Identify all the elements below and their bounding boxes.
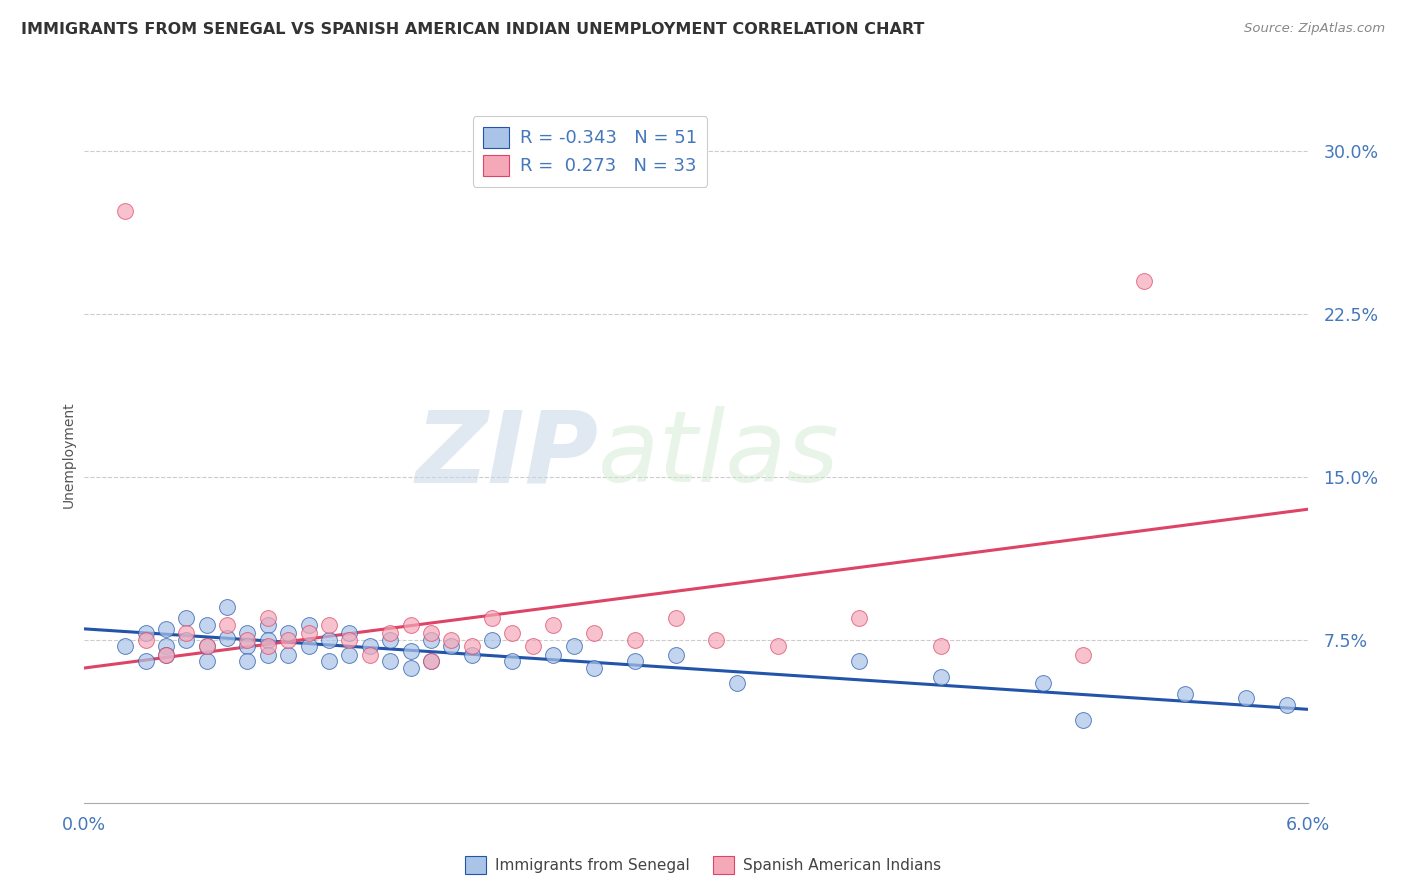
- Point: [766, 639, 789, 653]
- Point: [624, 655, 647, 669]
- Point: [277, 648, 299, 662]
- Point: [359, 648, 381, 662]
- Point: [583, 661, 606, 675]
- Point: [461, 639, 484, 653]
- Point: [1174, 687, 1197, 701]
- Point: [420, 632, 443, 647]
- Point: [665, 648, 688, 662]
- Point: [562, 639, 585, 653]
- Point: [298, 617, 321, 632]
- Point: [502, 626, 524, 640]
- Point: [380, 632, 402, 647]
- Point: [399, 643, 422, 657]
- Point: [236, 655, 259, 669]
- Point: [848, 611, 870, 625]
- Point: [114, 639, 136, 653]
- Point: [420, 655, 443, 669]
- Point: [135, 626, 157, 640]
- Point: [339, 626, 361, 640]
- Point: [257, 611, 280, 625]
- Text: IMMIGRANTS FROM SENEGAL VS SPANISH AMERICAN INDIAN UNEMPLOYMENT CORRELATION CHAR: IMMIGRANTS FROM SENEGAL VS SPANISH AMERI…: [21, 22, 925, 37]
- Point: [257, 648, 280, 662]
- Point: [543, 648, 565, 662]
- Point: [380, 655, 402, 669]
- Text: atlas: atlas: [598, 407, 839, 503]
- Point: [706, 632, 728, 647]
- Point: [298, 626, 321, 640]
- Point: [195, 617, 218, 632]
- Text: Source: ZipAtlas.com: Source: ZipAtlas.com: [1244, 22, 1385, 36]
- Point: [236, 639, 259, 653]
- Point: [236, 626, 259, 640]
- Point: [339, 632, 361, 647]
- Point: [461, 648, 484, 662]
- Point: [1133, 274, 1156, 288]
- Point: [318, 655, 340, 669]
- Point: [583, 626, 606, 640]
- Point: [217, 631, 239, 645]
- Point: [929, 639, 952, 653]
- Point: [399, 661, 422, 675]
- Point: [399, 617, 422, 632]
- Point: [257, 639, 280, 653]
- Point: [440, 639, 463, 653]
- Point: [217, 617, 239, 632]
- Point: [1073, 713, 1095, 727]
- Y-axis label: Unemployment: Unemployment: [62, 401, 76, 508]
- Point: [543, 617, 565, 632]
- Point: [481, 632, 503, 647]
- Legend: Immigrants from Senegal, Spanish American Indians: Immigrants from Senegal, Spanish America…: [458, 850, 948, 880]
- Point: [155, 622, 177, 636]
- Point: [481, 611, 503, 625]
- Point: [380, 626, 402, 640]
- Point: [195, 639, 218, 653]
- Point: [502, 655, 524, 669]
- Point: [155, 648, 177, 662]
- Point: [195, 639, 218, 653]
- Point: [1236, 691, 1258, 706]
- Point: [135, 655, 157, 669]
- Point: [522, 639, 544, 653]
- Legend: R = -0.343   N = 51, R =  0.273   N = 33: R = -0.343 N = 51, R = 0.273 N = 33: [472, 116, 707, 186]
- Point: [318, 632, 340, 647]
- Point: [217, 600, 239, 615]
- Point: [114, 204, 136, 219]
- Point: [1073, 648, 1095, 662]
- Point: [298, 639, 321, 653]
- Point: [174, 626, 197, 640]
- Point: [135, 632, 157, 647]
- Point: [155, 639, 177, 653]
- Point: [277, 632, 299, 647]
- Point: [195, 655, 218, 669]
- Point: [359, 639, 381, 653]
- Text: ZIP: ZIP: [415, 407, 598, 503]
- Point: [277, 626, 299, 640]
- Point: [257, 617, 280, 632]
- Point: [848, 655, 870, 669]
- Point: [1277, 698, 1299, 712]
- Point: [624, 632, 647, 647]
- Point: [665, 611, 688, 625]
- Point: [725, 676, 748, 690]
- Point: [420, 655, 443, 669]
- Point: [440, 632, 463, 647]
- Point: [1032, 676, 1054, 690]
- Point: [236, 632, 259, 647]
- Point: [420, 626, 443, 640]
- Point: [174, 611, 197, 625]
- Point: [929, 670, 952, 684]
- Point: [155, 648, 177, 662]
- Point: [318, 617, 340, 632]
- Point: [339, 648, 361, 662]
- Point: [257, 632, 280, 647]
- Point: [174, 632, 197, 647]
